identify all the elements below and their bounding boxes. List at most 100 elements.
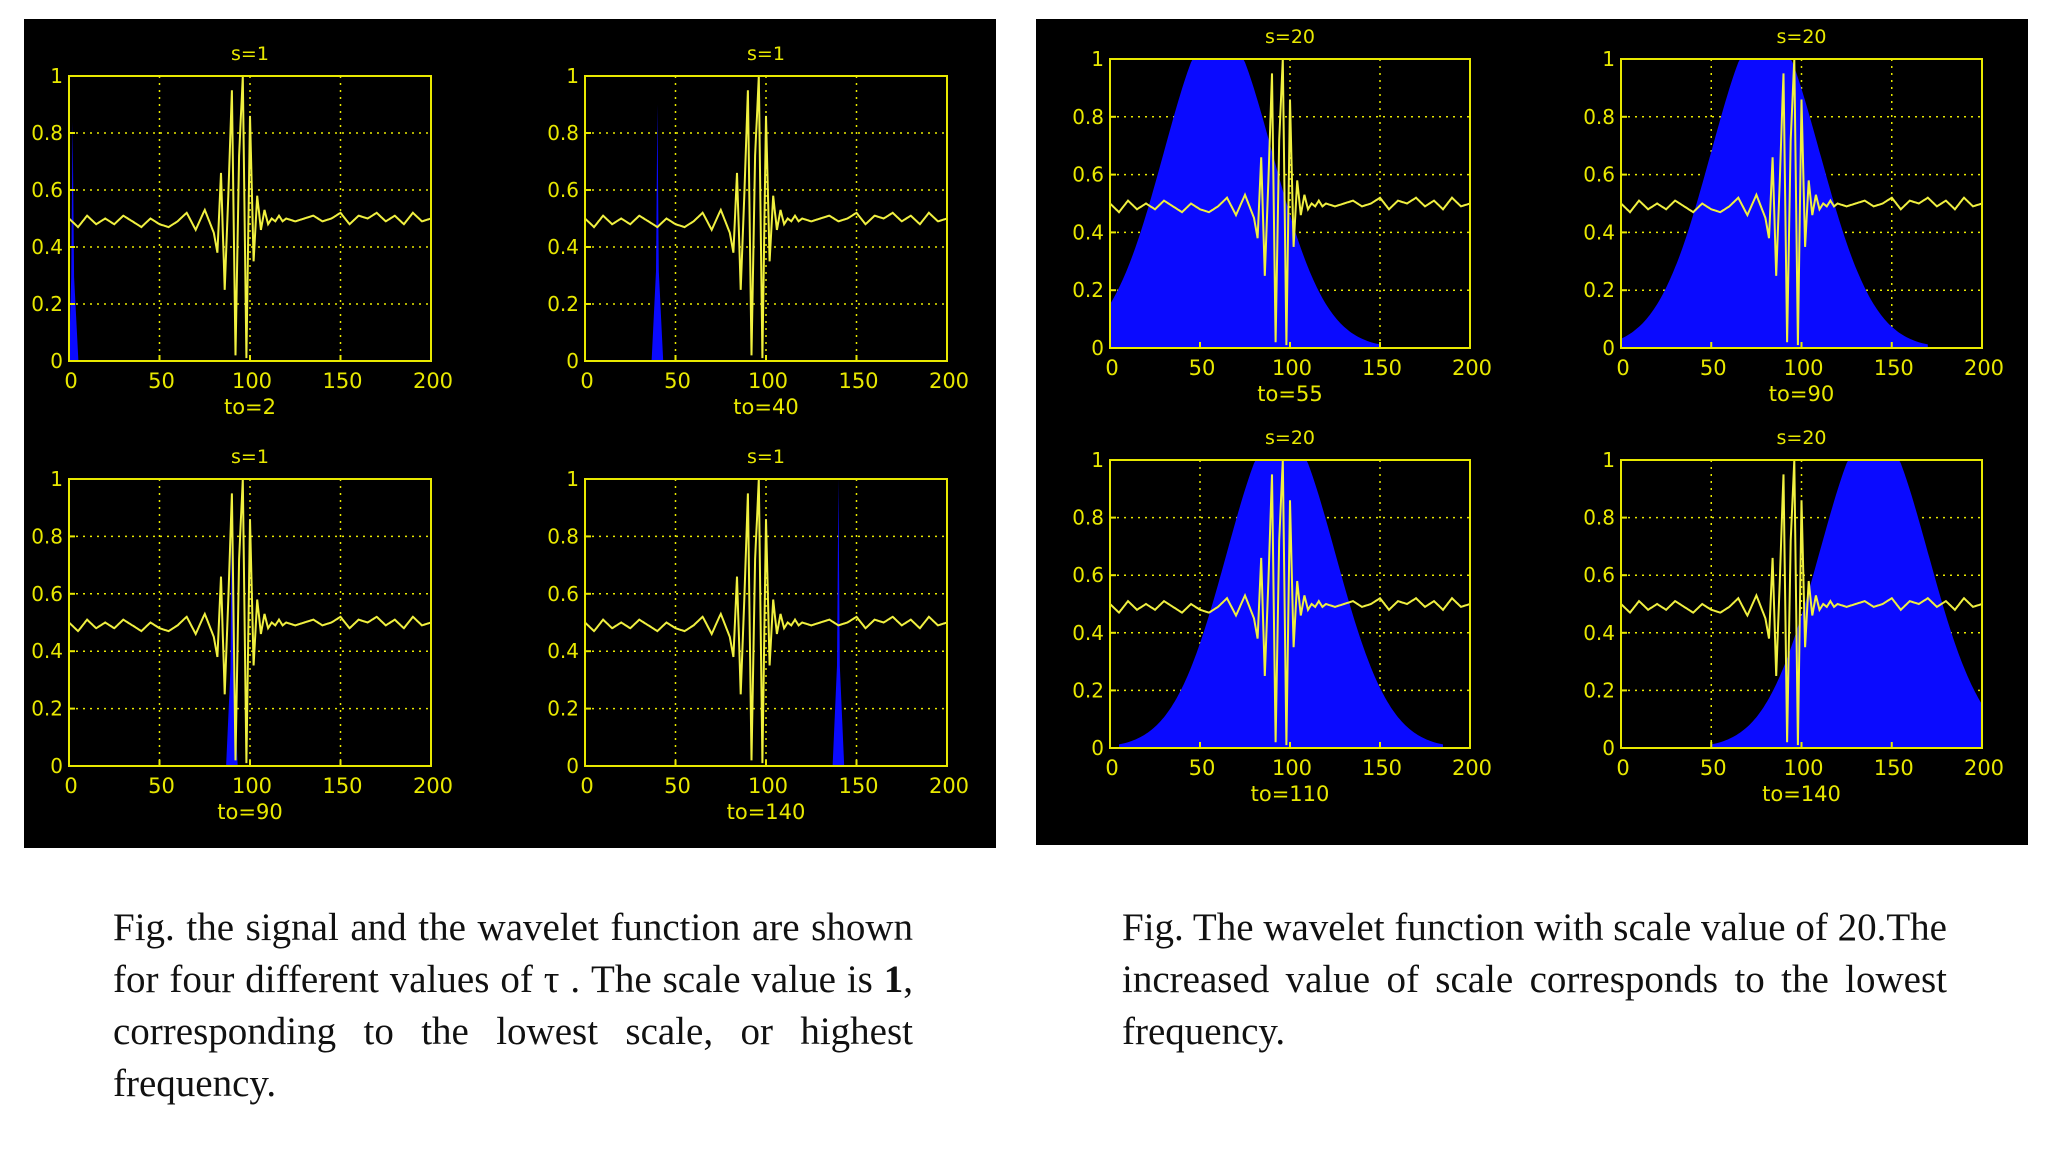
x-tick-label: 50	[1700, 756, 1727, 780]
subplot-4: 0 50 100 150 200 0 0.2 0.4 0.6 0.8 1 s=1 to=140	[547, 446, 969, 824]
right-figure-panel: 0 50 100 150 200 0 0.2 0.4 0.6 0.8 1 s=20 to=55 0 50 10…	[1036, 19, 2028, 845]
left-figure-caption: Fig. the signal and the wavelet function…	[113, 902, 913, 1110]
y-tick-label: 0.6	[1072, 563, 1104, 587]
wavelet-area	[1110, 59, 1380, 348]
y-tick-label: 0.4	[1072, 621, 1104, 645]
x-tick-label: 50	[148, 774, 175, 798]
y-tick-label: 0.8	[1583, 105, 1615, 129]
signal-line	[1620, 459, 1983, 746]
y-tick-label: 0.2	[547, 292, 579, 316]
y-tick-label: 0	[1602, 736, 1615, 760]
x-tick-label: 150	[1874, 356, 1914, 380]
y-tick-label: 0.6	[1583, 563, 1615, 587]
wavelet-area	[69, 121, 79, 361]
y-tick-label: 1	[50, 64, 63, 88]
x-tick-label: 150	[1362, 356, 1402, 380]
x-tick-label: 0	[580, 774, 593, 798]
y-tick-label: 0.2	[1583, 278, 1615, 302]
y-tick-label: 0	[1602, 336, 1615, 360]
x-tick-label: 50	[148, 369, 175, 393]
caption-left-part3: , corresponding to the lowest scale, or …	[113, 958, 913, 1105]
y-tick-label: 0.6	[547, 178, 579, 202]
subplot-3: 0 50 100 150 200 0 0.2 0.4 0.6 0.8 1 s=1 to=90	[31, 446, 453, 824]
x-tick-label: 0	[1616, 756, 1629, 780]
x-tick-label: 200	[413, 774, 453, 798]
x-tick-label: 100	[1783, 756, 1823, 780]
subplot-title: s=20	[1265, 427, 1315, 449]
y-tick-label: 0.8	[31, 121, 63, 145]
signal-line	[1620, 58, 1983, 346]
y-tick-label: 0	[1091, 336, 1104, 360]
x-tick-label: 200	[1964, 356, 2004, 380]
signal-line	[1109, 459, 1471, 746]
wavelet-area	[832, 479, 845, 766]
subplot-xlabel: to=110	[1251, 782, 1330, 806]
x-tick-label: 0	[64, 774, 77, 798]
subplot-7: 0 50 100 150 200 0 0.2 0.4 0.6 0.8 1 s=20 to=110	[1072, 427, 1492, 806]
y-tick-label: 1	[1091, 47, 1104, 71]
x-tick-label: 100	[232, 774, 272, 798]
x-tick-label: 200	[929, 774, 969, 798]
wavelet-area	[1119, 460, 1443, 748]
x-tick-label: 150	[322, 369, 362, 393]
y-tick-label: 0	[1091, 736, 1104, 760]
y-tick-label: 0.2	[31, 697, 63, 721]
x-tick-label: 100	[748, 774, 788, 798]
right-figure-caption: Fig. The wavelet function with scale val…	[1122, 902, 1947, 1058]
y-tick-label: 0.4	[31, 235, 63, 259]
x-tick-label: 0	[1616, 356, 1629, 380]
subplot-title: s=20	[1777, 427, 1827, 449]
x-tick-label: 150	[322, 774, 362, 798]
signal-line	[584, 478, 948, 764]
y-tick-label: 1	[1602, 448, 1615, 472]
y-tick-label: 0.2	[547, 697, 579, 721]
signal-line	[68, 75, 432, 359]
y-tick-label: 1	[566, 64, 579, 88]
scale-value-bold: 1	[883, 958, 904, 1001]
y-tick-label: 0.2	[1072, 678, 1104, 702]
subplot-xlabel: to=55	[1257, 382, 1322, 406]
y-tick-label: 0.2	[1072, 278, 1104, 302]
signal-line	[1109, 58, 1471, 346]
x-tick-label: 0	[1105, 756, 1118, 780]
x-tick-label: 50	[1189, 756, 1216, 780]
y-tick-label: 0	[566, 754, 579, 778]
wavelet-area	[651, 104, 664, 361]
y-tick-label: 0.8	[547, 121, 579, 145]
y-tick-label: 0.2	[31, 292, 63, 316]
subplot-title: s=1	[747, 43, 785, 65]
subplot-xlabel: to=2	[224, 395, 276, 419]
x-tick-label: 100	[232, 369, 272, 393]
y-tick-label: 1	[1602, 47, 1615, 71]
y-tick-label: 0.8	[1072, 506, 1104, 530]
subplot-xlabel: to=40	[733, 395, 798, 419]
caption-right-text: Fig. The wavelet function with scale val…	[1122, 906, 1947, 1053]
subplot-xlabel: to=90	[217, 800, 282, 824]
y-tick-label: 0	[50, 754, 63, 778]
subplot-8: 0 50 100 150 200 0 0.2 0.4 0.6 0.8 1 s=20 to=140	[1583, 427, 2004, 806]
caption-left-part2: . The scale value is	[559, 958, 884, 1001]
tau-symbol: τ	[543, 958, 560, 1001]
x-tick-label: 50	[664, 774, 691, 798]
left-figure-panel: 0 50 100 150 200 0 0.2 0.4 0.6 0.8 1 s=1 to=2 0 50 100 1…	[24, 19, 996, 848]
y-tick-label: 1	[566, 467, 579, 491]
x-tick-label: 100	[1272, 756, 1312, 780]
x-tick-label: 0	[580, 369, 593, 393]
y-tick-label: 0.6	[31, 178, 63, 202]
y-tick-label: 0.4	[547, 639, 579, 663]
y-tick-label: 0.6	[547, 582, 579, 606]
x-tick-label: 200	[929, 369, 969, 393]
y-tick-label: 0.8	[1583, 506, 1615, 530]
x-tick-label: 200	[1452, 756, 1492, 780]
y-tick-label: 0.8	[31, 524, 63, 548]
x-tick-label: 0	[1105, 356, 1118, 380]
subplot-xlabel: to=140	[727, 800, 806, 824]
subplot-6: 0 50 100 150 200 0 0.2 0.4 0.6 0.8 1 s=20 to=90	[1583, 26, 2004, 406]
subplot-title: s=20	[1777, 26, 1827, 48]
x-tick-label: 150	[838, 774, 878, 798]
y-tick-label: 0.2	[1583, 678, 1615, 702]
x-tick-label: 100	[748, 369, 788, 393]
subplot-xlabel: to=90	[1769, 382, 1834, 406]
